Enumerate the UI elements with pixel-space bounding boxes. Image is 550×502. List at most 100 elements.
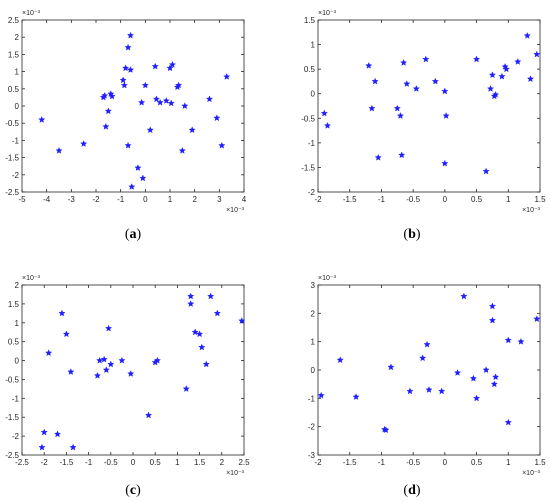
data-point (425, 386, 433, 393)
data-point (223, 73, 231, 80)
x-tick-label: -5 (18, 195, 26, 204)
y-tick-label: -0.5 (5, 375, 19, 384)
y-axis-exponent: ×10⁻³ (22, 10, 41, 17)
x-tick-label: -3 (68, 195, 76, 204)
data-point (175, 81, 183, 89)
data-point (488, 302, 496, 310)
data-point (122, 64, 130, 72)
x-axis-exponent: ×10⁻³ (226, 207, 245, 214)
data-point (96, 356, 104, 364)
data-point (168, 60, 177, 68)
x-axis-exponent: ×10⁻³ (522, 207, 541, 214)
data-point (460, 292, 468, 300)
data-point (387, 363, 395, 371)
x-tick-label: -1 (117, 195, 125, 204)
y-tick-label: 1 (15, 319, 20, 328)
x-tick-label: 0 (131, 458, 136, 467)
data-point (188, 126, 196, 134)
data-point (108, 92, 116, 100)
data-point (526, 75, 535, 82)
x-tick-label: -2 (92, 195, 100, 204)
y-tick-label: 1.5 (8, 50, 20, 59)
data-point (124, 141, 132, 149)
x-tick-label: -2 (314, 458, 322, 467)
data-point (119, 76, 127, 84)
data-point (127, 370, 135, 377)
data-point (152, 95, 160, 103)
data-point (422, 55, 430, 63)
y-tick-label: 2.5 (8, 16, 20, 25)
y-tick-label: -2.5 (5, 188, 19, 197)
data-point (533, 315, 541, 323)
data-point (166, 64, 174, 72)
y-tick-label: 0.5 (8, 85, 20, 94)
data-point (146, 126, 154, 134)
data-point (104, 107, 112, 115)
data-point (202, 360, 210, 368)
data-point (523, 32, 531, 39)
x-tick-label: 2 (220, 458, 225, 467)
x-tick-label: 1 (168, 195, 173, 204)
data-point (238, 317, 246, 324)
data-point (139, 174, 147, 182)
x-tick-label: -2.5 (15, 458, 29, 467)
data-point (55, 147, 63, 154)
data-point (102, 366, 110, 374)
y-tick-label: -2.5 (5, 451, 19, 460)
data-point (162, 97, 170, 104)
data-point (323, 121, 332, 129)
y-tick-label: -1 (12, 136, 20, 145)
scatter-panel-c: -2.5 -2 -1.5 -1 -0.5 0 0.5 1 1.5 2 2.5 -2.5 -2 -1.5 -1… (5, 275, 250, 498)
data-point (412, 85, 420, 92)
data-point (38, 116, 46, 123)
data-point (156, 98, 164, 106)
x-tick-label: 1 (506, 195, 511, 204)
data-point (128, 183, 136, 190)
data-point (153, 356, 161, 364)
data-point (431, 77, 439, 85)
plot-frame (317, 284, 541, 456)
data-point (504, 336, 512, 344)
data-point (80, 140, 88, 147)
y-tick-label: 2 (15, 281, 20, 290)
panel-letter: d (408, 483, 416, 498)
data-point (178, 146, 186, 154)
data-point (352, 393, 360, 400)
data-point (69, 443, 77, 451)
plot-frame (317, 19, 541, 193)
panel-caption: (c) (125, 483, 141, 498)
panel-caption: (b) (403, 227, 420, 242)
data-point (205, 95, 214, 103)
panel-letter: a (130, 227, 137, 242)
data-point (533, 50, 541, 58)
data-point (120, 81, 128, 89)
x-tick-label: -1 (378, 195, 386, 204)
y-tick-label: -2 (308, 188, 316, 197)
data-point (504, 418, 512, 426)
data-point (196, 330, 204, 338)
data-point (482, 167, 490, 175)
y-tick-label: 1.5 (8, 300, 20, 309)
data-point (438, 387, 446, 395)
data-point (40, 428, 48, 436)
y-tick-label: -1.5 (301, 163, 315, 172)
data-point (442, 112, 450, 119)
x-tick-label: 0.5 (471, 195, 483, 204)
data-point (400, 59, 408, 66)
x-tick-label: 0.5 (150, 458, 162, 467)
data-point (124, 43, 132, 51)
data-point (517, 337, 525, 345)
data-point (107, 360, 115, 368)
data-point (213, 114, 221, 122)
data-point (473, 55, 481, 63)
data-point (382, 426, 390, 434)
y-tick-label: -2 (12, 432, 20, 441)
x-tick-label: 0 (143, 195, 148, 204)
data-point (502, 65, 510, 73)
y-tick-label: -1.5 (5, 154, 19, 163)
data-point (182, 385, 190, 392)
x-tick-label: -1 (378, 458, 386, 467)
x-axis-exponent: ×10⁻³ (226, 470, 245, 477)
y-tick-label: -0.5 (301, 114, 315, 123)
data-point (207, 292, 215, 300)
